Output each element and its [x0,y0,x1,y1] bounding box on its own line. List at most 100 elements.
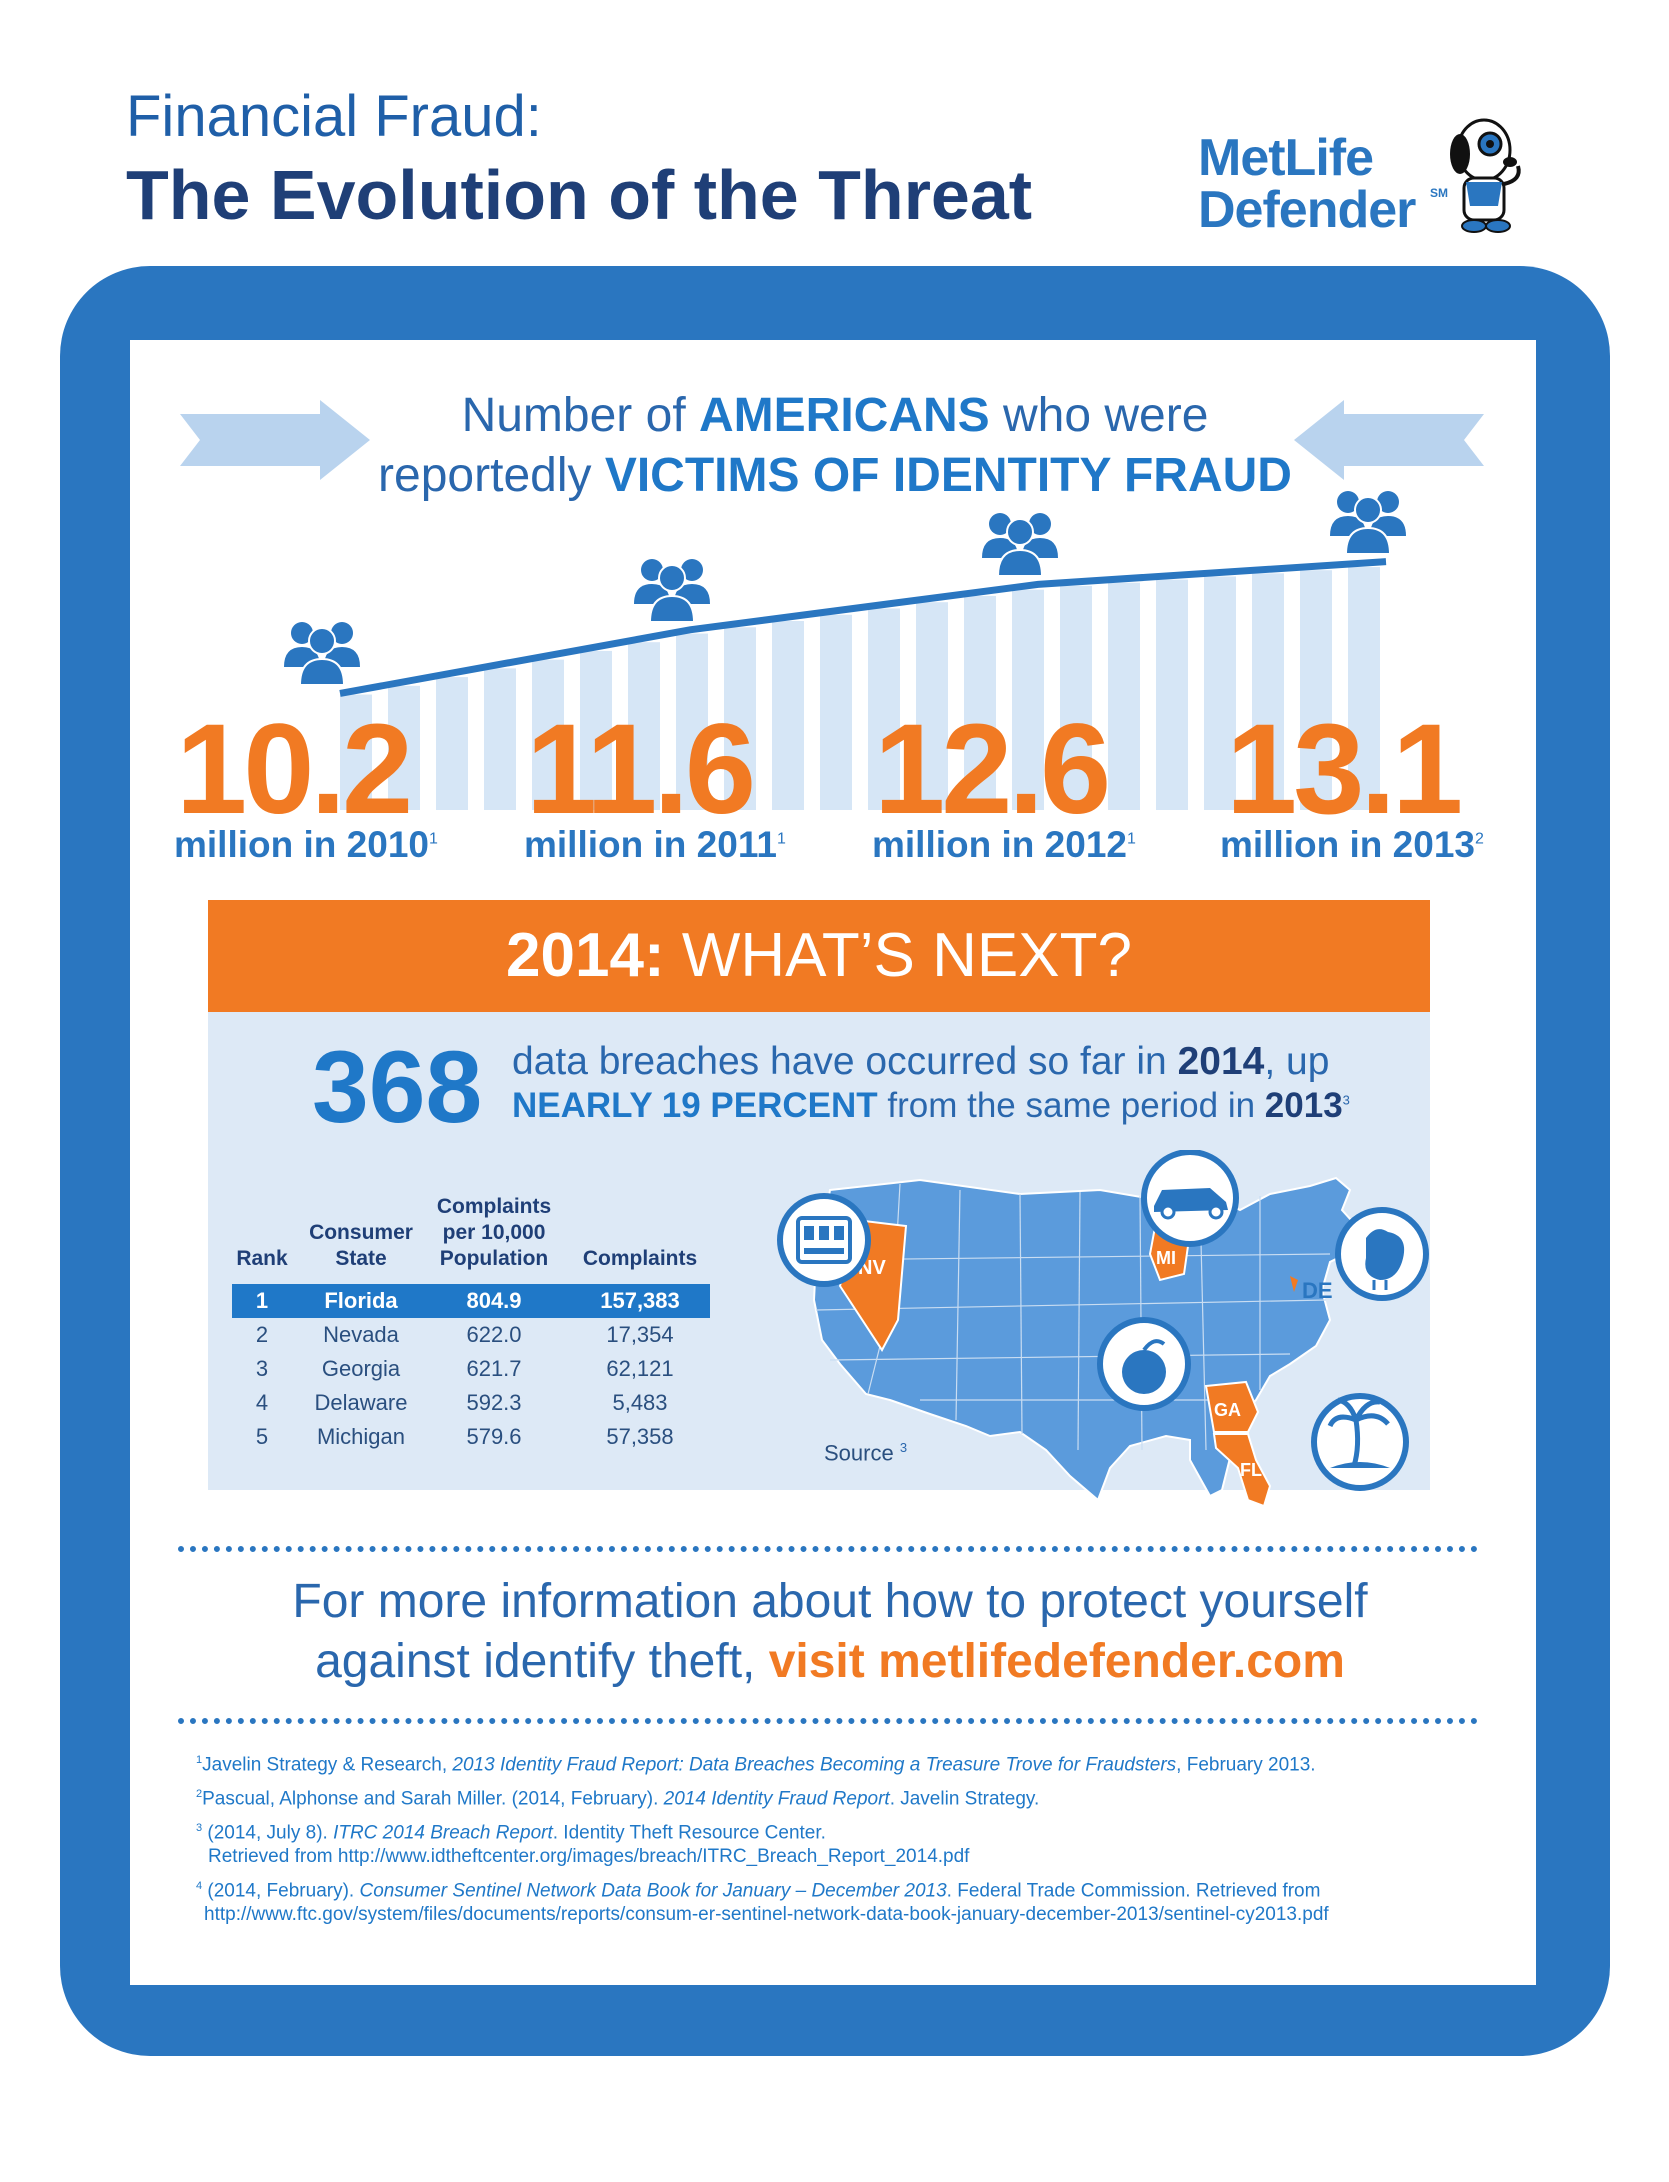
us-map: NV MI DE GA FL [777,1150,1429,1508]
bar-stripe [1156,579,1188,810]
georgia-shape [1204,1380,1260,1433]
heading-highlight: VICTIMS OF IDENTITY FRAUD [604,449,1292,502]
map-label-ga: GA [1214,1400,1241,1420]
heading-text: who were [989,389,1209,442]
footnote-ref: 1 [776,830,786,848]
col-header-text: Complaints [436,1195,552,1218]
footnote-number: 2 [196,1788,203,1800]
map-label-fl: FL [1240,1460,1262,1480]
footnote-ref: 2 [1474,830,1484,848]
bar-stripe [580,650,612,810]
heading-highlight: AMERICANS [698,389,990,442]
bar-stripe [628,642,660,810]
snoopy-mascot-icon [1450,118,1521,233]
arrow-right-icon [180,400,370,480]
brand-tm: SM [1430,186,1448,200]
dotted-divider [178,1718,1478,1732]
cell-complaints: 157,383 [600,1288,680,1313]
bar-stripe [820,614,852,810]
breach-count: 368 [312,1030,483,1144]
cell-per: 621.7 [466,1356,522,1381]
cell-complaints: 62,121 [606,1356,674,1381]
footnote-text: , February 2013. [1176,1754,1316,1776]
cell-rank: 5 [255,1424,269,1449]
heading-text: Number of [461,389,699,442]
col-header-state: Consumer State [306,1220,416,1272]
breach-year: 2013 [1264,1086,1343,1125]
chicken-icon [1335,1207,1429,1301]
bar-stripe [724,627,756,810]
footnote-number: 3 [196,1822,203,1834]
cell-state: Nevada [323,1322,399,1347]
cell-complaints: 17,354 [606,1322,674,1347]
cell-per: 579.6 [466,1424,522,1449]
trend-line [339,558,1387,697]
people-icon [634,558,710,623]
cell-state: Delaware [314,1390,408,1415]
breach-text: data breaches have occurred so far in [512,1040,1178,1083]
col-header-per-10000: Complaints per 10,000 Population [436,1194,552,1272]
footnote-text: . Javelin Strategy. [889,1788,1040,1810]
map-label-mi: MI [1156,1248,1176,1268]
florida-shape [1212,1433,1272,1508]
footnote-text: . Identity Theft Resource Center. [552,1822,826,1844]
footnote-ref: 3 [899,1440,908,1455]
info-line-1: For more information about how to protec… [292,1575,1368,1628]
slot-machine-icon [777,1193,871,1287]
bar-stripe [964,595,996,810]
palm-tree-icon [1311,1393,1409,1491]
bar-stripe [1012,589,1044,810]
dotted-divider [178,1546,1478,1560]
footnote-text: (2014, July 8). [202,1822,334,1844]
cell-rank: 1 [255,1288,269,1313]
footnote-text: (2014, February). [202,1880,360,1902]
peach-icon [1097,1317,1191,1411]
bar-stripe [484,668,516,810]
breach-text: from the same period in [877,1086,1265,1125]
stat-label: million in 20101 [174,826,438,863]
col-header-text: per 10,000 [442,1221,546,1244]
cell-complaints: 57,358 [606,1424,674,1449]
metlife-defender-logo: MetLife Defender SM [1198,110,1528,250]
bar-stripe [1204,576,1236,810]
cell-complaints: 5,483 [612,1390,668,1415]
stat-label-text: million in 2013 [1220,824,1475,865]
breach-year: 2014 [1177,1040,1265,1083]
col-header-text: Consumer [309,1221,413,1244]
bar-stripe [772,621,804,810]
footnote-url[interactable]: Retrieved from http://www.idtheftcenter.… [208,1846,970,1868]
car-icon [1141,1150,1239,1247]
footnote-text: Pascual, Alphonse and Sarah Miller. (201… [202,1788,664,1810]
footnote-1: 1Javelin Strategy & Research, 2013 Ident… [196,1748,1496,1777]
whats-next-banner: 2014: WHAT’S NEXT? [208,900,1430,1012]
footnote-number: 1 [196,1754,203,1766]
footnote-text: . Federal Trade Commission. Retrieved fr… [946,1880,1321,1902]
footnote-url[interactable]: http://www.ftc.gov/system/files/document… [204,1904,1329,1926]
source-text: Source [824,1440,894,1466]
delaware-shape [1290,1276,1298,1292]
footnote-3: 3 (2014, July 8). ITRC 2014 Breach Repor… [196,1816,1496,1869]
breach-percent: NEARLY 19 PERCENT [512,1086,878,1125]
section-heading: Number of AMERICANS who were reportedly … [340,386,1330,506]
cell-state: Georgia [321,1356,401,1381]
state-borders [815,1183,1331,1451]
map-source: Source 3 [824,1440,907,1466]
people-icon [982,513,1058,578]
stat-label: million in 20121 [872,826,1136,863]
footnote-title: Consumer Sentinel Network Data Book for … [359,1880,947,1902]
banner-text: WHAT’S NEXT? [664,921,1132,990]
stat-value: 10.2 [176,698,413,841]
bar-stripe [676,633,708,810]
col-header-text: Population [439,1247,549,1270]
metlifedefender-link[interactable]: visit metlifedefender.com [768,1635,1345,1688]
brand-line-1: MetLife [1198,129,1374,187]
stat-label: million in 20132 [1220,826,1484,863]
bar-stripe [868,608,900,810]
col-header-text: State [335,1247,387,1270]
breach-line-2: NEARLY 19 PERCENT from the same period i… [512,1088,1350,1123]
footnote-title: ITRC 2014 Breach Report [333,1822,553,1844]
footnote-4: 4 (2014, February). Consumer Sentinel Ne… [196,1874,1496,1927]
breach-text: , up [1264,1040,1330,1083]
page-title: The Evolution of the Threat [126,156,1033,234]
bar-stripe [532,659,564,810]
